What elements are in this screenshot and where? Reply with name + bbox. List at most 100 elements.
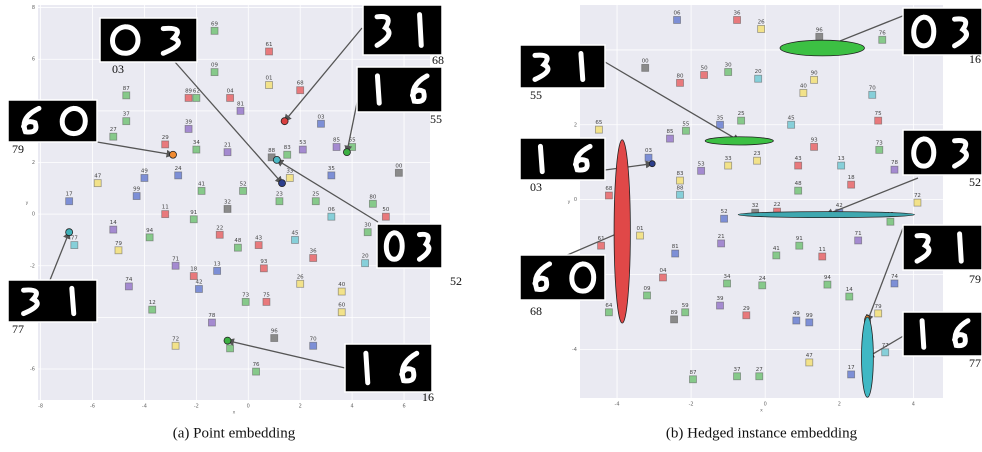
arrow xyxy=(49,230,71,281)
digit-glyph xyxy=(952,138,969,169)
scatter-panel: -8-6-4-20246-6-4-202468xy696109878962016… xyxy=(7,4,462,441)
digit-glyph xyxy=(569,261,597,294)
x-axis-label: x xyxy=(233,411,236,416)
point xyxy=(733,372,741,381)
point xyxy=(733,16,741,24)
point xyxy=(823,280,832,289)
point xyxy=(215,230,224,239)
arrow xyxy=(825,177,919,216)
point xyxy=(792,316,801,325)
point-label: 37 xyxy=(123,112,130,118)
point-label: 53 xyxy=(698,161,705,167)
point xyxy=(394,168,403,177)
y-axis-label: y xyxy=(568,200,571,205)
point-label: 61 xyxy=(598,236,605,242)
x-tick-label: 0 xyxy=(247,404,250,410)
y-tick-label: -2 xyxy=(30,263,35,269)
point xyxy=(837,161,846,170)
point-label: 94 xyxy=(824,275,831,281)
point-label: 79 xyxy=(875,304,882,310)
point xyxy=(195,285,203,293)
inset-box xyxy=(7,279,98,323)
point-label: 34 xyxy=(724,274,731,280)
point xyxy=(700,71,708,79)
point xyxy=(239,186,247,195)
point-label: 52 xyxy=(240,181,247,187)
point xyxy=(874,116,883,125)
digit-glyph xyxy=(578,51,586,82)
point xyxy=(226,94,235,102)
point-label: 27 xyxy=(110,127,117,133)
y-tick-label: 2 xyxy=(574,122,577,128)
digit-inset xyxy=(376,223,443,269)
point xyxy=(270,334,279,342)
point-label: 79 xyxy=(115,241,122,247)
point xyxy=(132,192,141,200)
y-tick-label: -4 xyxy=(572,347,577,353)
inset-label: 52 xyxy=(450,274,462,288)
point xyxy=(716,120,724,129)
arrow xyxy=(604,160,654,171)
point xyxy=(236,106,245,115)
point-label: 96 xyxy=(816,27,823,33)
point-label: 03 xyxy=(645,148,652,154)
highlight-point xyxy=(343,148,351,157)
digit-glyph xyxy=(21,287,40,317)
point xyxy=(716,301,724,310)
point-label: 39 xyxy=(185,119,192,125)
inset-box xyxy=(356,66,443,113)
point xyxy=(689,375,697,384)
point xyxy=(671,249,680,258)
digit-inset xyxy=(519,254,606,301)
digit-inset xyxy=(902,311,982,357)
x-tick-label: 4 xyxy=(351,404,354,410)
inset-label: 79 xyxy=(969,272,981,286)
point-label: 36 xyxy=(310,249,317,255)
point-label: 72 xyxy=(914,193,921,199)
point-label: 33 xyxy=(725,156,732,162)
point-label: 14 xyxy=(846,287,853,293)
digit-inset xyxy=(7,99,98,143)
digit-glyph xyxy=(59,105,88,137)
point xyxy=(283,150,292,159)
digit-inset xyxy=(902,129,982,176)
digit-glyph xyxy=(374,73,382,106)
point-label: 37 xyxy=(734,367,741,373)
point-label: 94 xyxy=(146,228,153,234)
point-label: 72 xyxy=(172,336,179,342)
digit-glyph xyxy=(21,105,42,135)
digit-glyph xyxy=(160,25,181,56)
inset-label: 68 xyxy=(530,304,542,318)
point xyxy=(259,264,268,273)
point-label: 11 xyxy=(162,205,169,211)
point-label: 53 xyxy=(299,140,306,146)
point xyxy=(161,210,170,219)
point xyxy=(223,205,232,213)
point-label: 73 xyxy=(242,292,249,298)
point-label: 93 xyxy=(811,137,818,143)
point-label: 77 xyxy=(71,236,78,242)
y-tick-label: 0 xyxy=(574,197,577,203)
point xyxy=(681,308,690,317)
point-label: 11 xyxy=(819,247,826,253)
point-label: 90 xyxy=(811,70,818,76)
inset-label: 16 xyxy=(422,390,434,404)
hedged-embedding xyxy=(648,160,656,168)
point-label: 99 xyxy=(133,187,140,193)
x-tick-label: 2 xyxy=(299,404,302,410)
point-label: 20 xyxy=(362,254,369,260)
point xyxy=(854,236,863,245)
point xyxy=(254,241,263,249)
highlight-point xyxy=(280,117,289,126)
point-label: 70 xyxy=(869,85,876,91)
point-label: 65 xyxy=(595,120,602,126)
inset-label: 03 xyxy=(530,180,542,194)
inset-label: 77 xyxy=(969,356,981,370)
point xyxy=(636,231,644,240)
point xyxy=(875,145,884,154)
point-label: 20 xyxy=(755,69,762,75)
point-label: 80 xyxy=(369,194,376,200)
point xyxy=(644,153,653,162)
point xyxy=(189,272,198,280)
